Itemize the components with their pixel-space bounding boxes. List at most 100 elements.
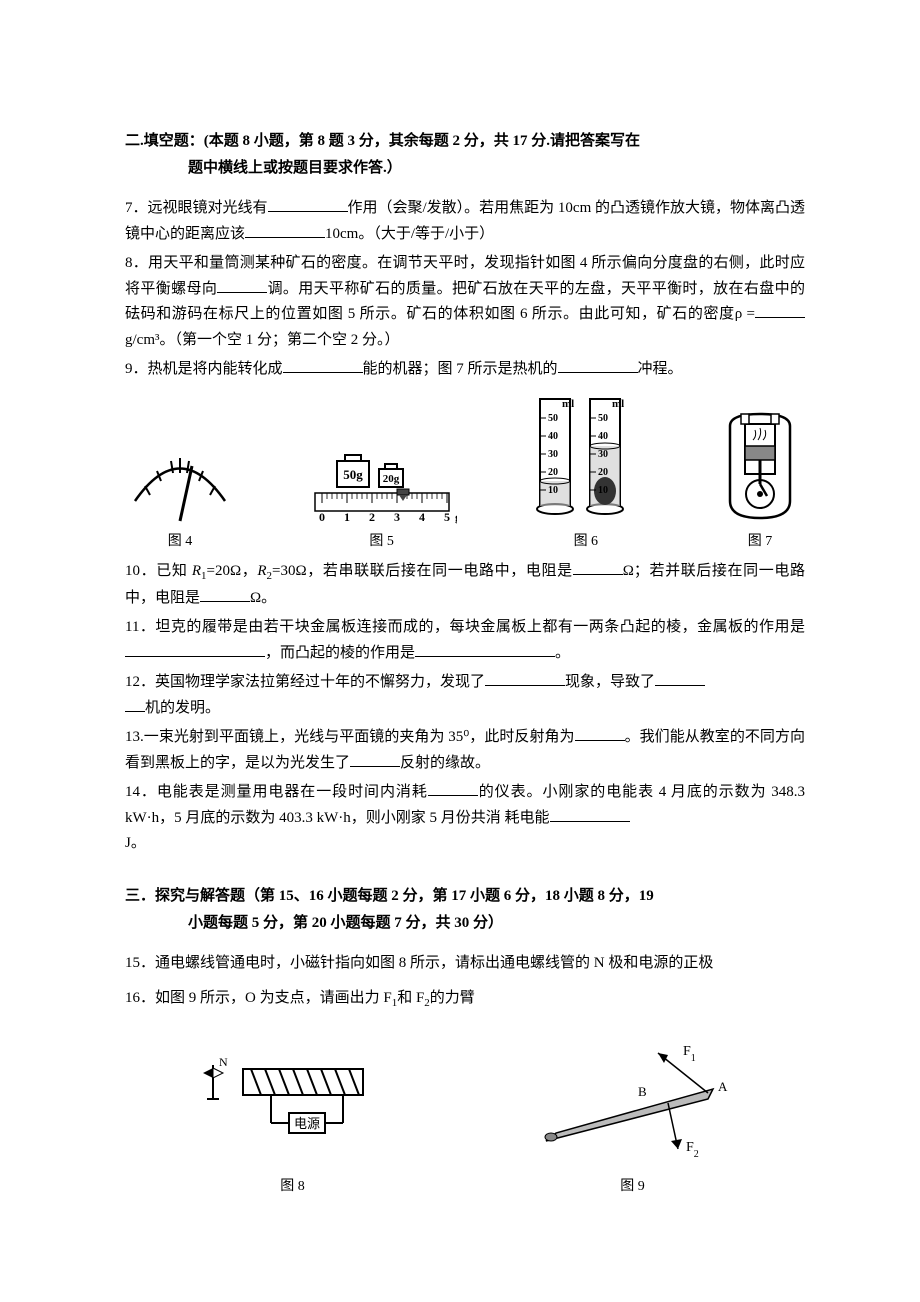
point-A-label: A: [718, 1079, 728, 1094]
q11-text3: 。: [555, 645, 570, 661]
svg-text:10: 10: [598, 485, 608, 496]
q10-R1: R: [192, 563, 201, 579]
question-13: 13.一束光射到平面镜上，光线与平面镜的夹角为 35⁰，此时反射角为。我们能从教…: [125, 725, 805, 776]
q10-eq1: =20Ω，: [207, 563, 258, 579]
q16-text3: 的力臂: [430, 990, 475, 1006]
svg-text:ml: ml: [562, 398, 574, 410]
svg-text:20: 20: [598, 467, 608, 478]
q11-text2: ，而凸起的棱的作用是: [265, 645, 415, 661]
weight-20g-label: 20g: [382, 473, 399, 485]
solenoid-icon: N 电源: [193, 1051, 393, 1171]
q9-text3: 冲程。: [638, 361, 683, 377]
section3-title: 三．探究与解答题（第 15、16 小题每题 2 分，第 17 小题 6 分，18…: [125, 883, 805, 937]
figure-8: N 电源 图 8: [193, 1051, 393, 1199]
engine-stroke-icon: [715, 406, 805, 526]
section3-title-l2: 小题每题 5 分，第 20 小题每题 7 分，共 30 分）: [143, 910, 805, 937]
section2-title-l1: 二.填空题：(本题 8 小题，第 8 题 3 分，其余每题 2 分，共 17 分…: [125, 133, 640, 149]
svg-text:50: 50: [548, 413, 558, 424]
q10-blank1[interactable]: [573, 559, 623, 575]
svg-text:ml: ml: [612, 398, 624, 410]
q16-text1: 16．如图 9 所示，O 为支点，请画出力 F: [125, 990, 392, 1006]
svg-text:0: 0: [319, 510, 325, 524]
question-9: 9．热机是将内能转化成 能的机器；图 7 所示是热机的 冲程。: [125, 357, 805, 383]
q9-text2: 能的机器；图 7 所示是热机的: [363, 361, 558, 377]
q10-R2: R: [257, 563, 266, 579]
q16-text2: 和 F: [397, 990, 424, 1006]
balance-weights-icon: 50g 20g: [307, 431, 457, 526]
section3-title-l1: 三．探究与解答题（第 15、16 小题每题 2 分，第 17 小题 6 分，18…: [125, 888, 654, 904]
svg-text:5: 5: [444, 510, 450, 524]
F1-label: F1: [683, 1044, 696, 1064]
q12-text1: 12．英国物理学家法拉第经过十年的不懈努力，发现了: [125, 674, 485, 690]
q7-blank2[interactable]: [245, 222, 325, 238]
q13-text1: 13.一束光射到平面镜上，光线与平面镜的夹角为 35⁰，此时反射角为: [125, 729, 575, 745]
svg-text:4: 4: [419, 510, 425, 524]
q12-text2: 现象，导致了: [565, 674, 655, 690]
q8-text3: g/cm³。（第一个空 1 分；第二个空 2 分。）: [125, 332, 400, 348]
question-12: 12．英国物理学家法拉第经过十年的不懈努力，发现了 现象，导致了机的发明。: [125, 670, 805, 721]
svg-text:20: 20: [548, 467, 558, 478]
section2-title-l2: 题中横线上或按题目要求作答.）: [143, 155, 805, 182]
q14-blank2[interactable]: [550, 806, 630, 822]
svg-text:1: 1: [344, 510, 350, 524]
question-14: 14．电能表是测量用电器在一段时间内消耗的仪表。小刚家的电能表 4 月底的示数为…: [125, 780, 805, 857]
balance-pointer-icon: [125, 431, 235, 526]
q13-blank1[interactable]: [575, 725, 625, 741]
svg-text:30: 30: [548, 449, 558, 460]
figure-row-8-9: N 电源 图 8 F1: [125, 1041, 805, 1199]
figure-5: 50g 20g: [307, 431, 457, 554]
q14-blank1[interactable]: [428, 780, 478, 796]
figure-7-caption: 图 7: [748, 530, 773, 554]
q10-eq2: =30Ω，若串联联后接在同一电路中，电阻是: [272, 563, 573, 579]
q7-text3: 10cm。（大于/等于/小于）: [325, 226, 494, 242]
q7-blank1[interactable]: [268, 196, 348, 212]
q11-blank1[interactable]: [125, 641, 265, 657]
point-B-label: B: [638, 1084, 647, 1099]
svg-text:g: g: [455, 510, 457, 524]
question-16: 16．如图 9 所示，O 为支点，请画出力 F1和 F2的力臂: [125, 986, 805, 1013]
figure-9: F1 F2 A B 图 9: [528, 1041, 738, 1199]
svg-text:2: 2: [369, 510, 375, 524]
q13-blank2[interactable]: [350, 751, 400, 767]
q8-blank2[interactable]: [755, 302, 805, 318]
q11-text1: 11．坦克的履带是由若干块金属板连接而成的，每块金属板上都有一两条凸起的棱，金属…: [125, 619, 805, 635]
figure-8-caption: 图 8: [280, 1175, 305, 1199]
q8-blank1[interactable]: [217, 277, 267, 293]
svg-text:50: 50: [598, 413, 608, 424]
q14-text1: 14．电能表是测量用电器在一段时间内消耗: [125, 784, 428, 800]
q13-text3: 反射的缘故。: [400, 755, 490, 771]
q10-text3: Ω。: [250, 590, 276, 606]
power-source-label: 电源: [293, 1116, 319, 1131]
F2-label: F2: [686, 1140, 699, 1160]
svg-text:10: 10: [548, 485, 558, 496]
figure-4: 图 4: [125, 431, 235, 554]
svg-text:40: 40: [598, 431, 608, 442]
q11-blank2[interactable]: [415, 641, 555, 657]
question-15: 15．通电螺线管通电时，小磁针指向如图 8 所示，请标出通电螺线管的 N 极和电…: [125, 951, 805, 977]
q10-text1: 10．已知: [125, 563, 192, 579]
cylinders-icon: ml 50 40 30 20 10 ml 50 40 30 20 10: [528, 391, 643, 526]
q12-blank3[interactable]: [125, 696, 145, 712]
q10-blank2[interactable]: [200, 586, 250, 602]
q12-text3: 机的发明。: [145, 700, 220, 716]
question-7: 7．远视眼镜对光线有作用（会聚/发散）。若用焦距为 10cm 的凸透镜作放大镜，…: [125, 196, 805, 247]
section2-title: 二.填空题：(本题 8 小题，第 8 题 3 分，其余每题 2 分，共 17 分…: [125, 128, 805, 182]
q7-text1: 7．远视眼镜对光线有: [125, 200, 268, 216]
q9-blank2[interactable]: [558, 357, 638, 373]
q12-blank2[interactable]: [655, 670, 705, 686]
q12-blank1[interactable]: [485, 670, 565, 686]
svg-text:3: 3: [394, 510, 400, 524]
weight-50g-label: 50g: [343, 467, 363, 482]
question-10: 10．已知 R1=20Ω，R2=30Ω，若串联联后接在同一电路中，电阻是Ω；若并…: [125, 559, 805, 611]
figure-7: 图 7: [715, 406, 805, 554]
figure-row-4-7: 图 4 50g 20g: [125, 391, 805, 554]
figure-5-caption: 图 5: [369, 530, 394, 554]
compass-N-label: N: [219, 1055, 228, 1069]
q9-text1: 9．热机是将内能转化成: [125, 361, 283, 377]
q9-blank1[interactable]: [283, 357, 363, 373]
question-8: 8．用天平和量筒测某种矿石的密度。在调节天平时，发现指针如图 4 所示偏向分度盘…: [125, 251, 805, 353]
lever-forces-icon: F1 F2 A B: [528, 1041, 738, 1171]
svg-text:30: 30: [598, 449, 608, 460]
svg-text:40: 40: [548, 431, 558, 442]
figure-6-caption: 图 6: [574, 530, 599, 554]
